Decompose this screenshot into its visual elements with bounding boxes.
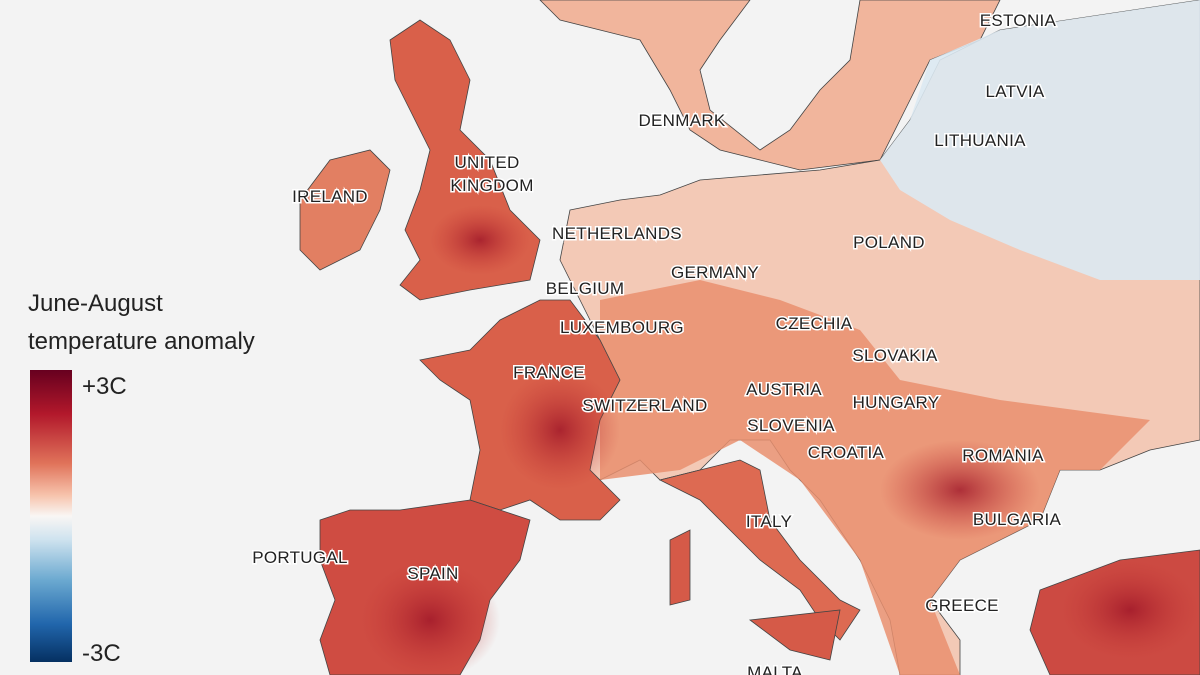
legend: June-August temperature anomaly +3C -3C — [28, 290, 255, 667]
country-label: HUNGARY — [853, 393, 940, 412]
country-label: SPAIN — [407, 564, 458, 583]
country-label: ITALY — [746, 512, 792, 531]
color-scale — [30, 370, 72, 662]
country-label: SWITZERLAND — [582, 396, 707, 415]
country-label: ROMANIA — [962, 446, 1044, 465]
country-label: GREECE — [925, 596, 999, 615]
country-label: LUXEMBOURG — [560, 318, 684, 337]
legend-title: June-August — [28, 290, 163, 317]
legend-max: +3C — [82, 373, 127, 400]
country-label: UNITED — [454, 153, 519, 172]
labels: ESTONIA LATVIA LITHUANIA DENMARK UNITED … — [251, 10, 1063, 675]
country-label: CZECHIA — [776, 314, 853, 333]
country-label: MALTA — [747, 663, 803, 675]
country-label: BELGIUM — [546, 279, 625, 298]
country-label: IRELAND — [292, 187, 368, 206]
country-label: LITHUANIA — [934, 131, 1026, 150]
country-label: NETHERLANDS — [552, 224, 682, 243]
hot-spot — [1060, 560, 1200, 660]
country-label: ESTONIA — [980, 11, 1057, 30]
country-label: KINGDOM — [450, 176, 533, 195]
land — [299, 0, 1200, 675]
country-label: DENMARK — [638, 111, 725, 130]
hot-spot — [430, 205, 530, 275]
country-label: POLAND — [853, 233, 925, 252]
country-label: PORTUGAL — [252, 548, 348, 567]
country-label: AUSTRIA — [746, 380, 822, 399]
country-label: GERMANY — [671, 263, 759, 282]
hot-spot — [500, 370, 620, 490]
hot-spot — [880, 440, 1040, 540]
country-label: LATVIA — [985, 82, 1044, 101]
hot-spot — [360, 560, 500, 675]
country-label: FRANCE — [513, 363, 585, 382]
legend-title: temperature anomaly — [28, 328, 255, 355]
country-label: BULGARIA — [973, 510, 1062, 529]
legend-min: -3C — [82, 640, 121, 667]
country-label: SLOVAKIA — [852, 346, 938, 365]
country-label: SLOVENIA — [747, 416, 835, 435]
country-label: CROATIA — [808, 443, 885, 462]
